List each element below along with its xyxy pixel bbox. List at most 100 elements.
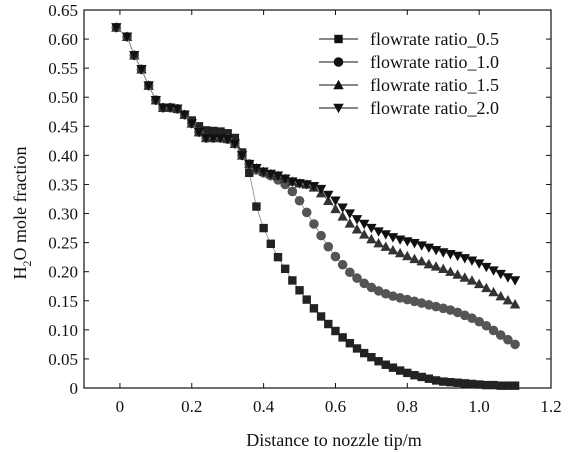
legend-entry-2: flowrate ratio_1.0 — [319, 52, 499, 72]
data-point — [388, 291, 398, 301]
data-point — [438, 263, 449, 273]
data-point — [459, 310, 470, 321]
data-point — [509, 299, 521, 309]
data-point — [373, 286, 384, 296]
data-point — [359, 219, 370, 230]
data-point — [488, 286, 499, 297]
legend-label: flowrate ratio_0.5 — [370, 29, 499, 49]
x-tick-label: 0 — [116, 397, 125, 416]
data-point — [395, 366, 405, 375]
data-point — [423, 258, 435, 269]
legend-marker — [333, 103, 344, 114]
data-point — [359, 278, 370, 289]
y-tick-label: 0.65 — [48, 1, 78, 20]
y-tick-label: 0.45 — [48, 117, 78, 136]
data-point — [495, 290, 506, 301]
data-point — [510, 381, 520, 390]
y-tick-label: 0.20 — [48, 263, 78, 282]
series-layer — [111, 22, 521, 390]
x-axis-title: Distance to nozzle tip/m — [246, 430, 421, 450]
y-tick-label: 0.05 — [48, 350, 78, 369]
data-point — [345, 339, 355, 348]
x-tick-label: 1.0 — [469, 397, 490, 416]
data-point — [172, 104, 183, 115]
data-point — [194, 122, 204, 131]
data-point — [230, 133, 240, 143]
data-point — [488, 325, 499, 336]
data-point — [388, 363, 398, 372]
data-point — [373, 227, 384, 237]
data-point — [352, 273, 362, 283]
data-point — [223, 129, 232, 138]
x-tick-label: 0.6 — [325, 397, 346, 416]
data-point — [366, 233, 377, 244]
legend-label: flowrate ratio_1.0 — [370, 52, 499, 72]
legend-label: flowrate ratio_2.0 — [370, 98, 499, 118]
data-point — [111, 23, 122, 33]
legend-entry-3: flowrate ratio_1.5 — [319, 75, 499, 95]
data-point — [387, 244, 399, 255]
data-point — [452, 269, 463, 279]
data-point — [143, 81, 154, 91]
data-point — [324, 319, 333, 329]
data-point — [323, 241, 334, 252]
legend-marker — [334, 34, 343, 44]
data-point — [136, 65, 147, 75]
data-point — [259, 223, 268, 233]
data-point — [209, 126, 218, 136]
data-point — [216, 127, 225, 136]
data-point — [201, 126, 211, 135]
y-axis-title: H2O mole fraction — [10, 147, 34, 280]
data-point — [316, 230, 326, 241]
data-point — [245, 168, 254, 178]
data-point — [481, 262, 492, 273]
legend-label: flowrate ratio_1.5 — [370, 75, 499, 95]
x-tick-label: 0.2 — [181, 397, 202, 416]
data-point — [222, 134, 233, 145]
data-point — [403, 368, 412, 378]
data-point — [439, 377, 448, 386]
data-point — [330, 196, 341, 206]
data-point — [373, 237, 384, 248]
data-point — [481, 320, 492, 331]
data-point — [157, 103, 169, 113]
data-point — [402, 294, 413, 305]
data-point — [366, 282, 377, 293]
data-point — [466, 256, 478, 266]
data-point — [337, 211, 348, 221]
data-point — [474, 380, 484, 389]
plot-frame — [83, 9, 552, 389]
data-point — [431, 376, 441, 385]
data-point — [309, 219, 319, 229]
data-point — [301, 207, 312, 218]
data-point — [266, 239, 275, 248]
data-point — [510, 339, 520, 350]
data-point — [331, 326, 340, 336]
data-point — [473, 278, 485, 289]
data-point — [302, 295, 311, 304]
data-point — [453, 378, 462, 387]
data-point — [316, 312, 326, 321]
data-point — [280, 264, 290, 273]
data-point — [509, 276, 521, 286]
data-point — [272, 171, 284, 181]
data-point — [430, 261, 442, 271]
data-point — [380, 230, 391, 240]
data-point — [351, 215, 363, 225]
x-tick-label: 0.8 — [397, 397, 418, 416]
data-point — [374, 357, 383, 366]
y-tick-label: 0 — [70, 379, 79, 398]
data-point — [503, 334, 513, 345]
data-point — [179, 110, 190, 120]
data-point — [229, 139, 241, 149]
data-point — [452, 307, 463, 318]
axes: 00.050.100.150.200.250.300.350.400.450.5… — [48, 1, 561, 416]
data-point — [416, 256, 427, 266]
legend-marker — [333, 79, 344, 90]
y-tick-label: 0.25 — [48, 234, 78, 253]
data-point — [351, 224, 363, 234]
data-point — [438, 303, 449, 314]
data-point — [460, 379, 469, 388]
data-point — [473, 259, 485, 269]
